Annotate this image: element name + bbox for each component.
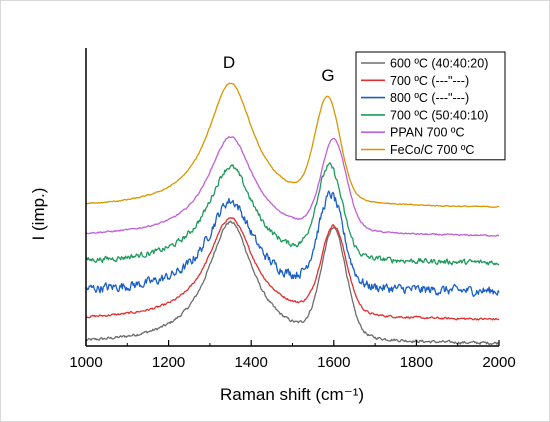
x-tick-label: 1200 — [152, 354, 185, 371]
axes-layer: 1000 1200 1400 1600 1800 2000 — [69, 48, 516, 371]
x-tick-label: 2000 — [482, 354, 515, 371]
series-line-1 — [85, 217, 500, 321]
x-tick-label: 1800 — [400, 354, 433, 371]
legend: 600 ºC (40:40:20) 700 ºC (---"---) 800 ºC … — [355, 51, 506, 161]
x-tick-label: 1400 — [235, 354, 268, 371]
d-band-label: D — [223, 53, 235, 72]
y-axis-label: I (imp.) — [29, 188, 48, 241]
x-axis-label: Raman shift (cm⁻¹) — [220, 385, 364, 404]
legend-label: FeCo/C 700 ºC — [390, 143, 474, 157]
legend-label: PPAN 700 ºC — [390, 126, 465, 140]
series-layer — [85, 82, 500, 346]
series-line-3 — [85, 162, 500, 266]
series-line-4 — [85, 135, 500, 237]
series-line-0 — [85, 220, 500, 346]
series-line-2 — [85, 190, 500, 297]
x-tick-label: 1000 — [69, 354, 102, 371]
legend-label: 600 ºC (40:40:20) — [390, 57, 488, 71]
legend-box — [355, 51, 506, 161]
legend-label: 700 ºC (---"---) — [390, 74, 469, 88]
x-tick-label: 1600 — [317, 354, 350, 371]
legend-label: 700 ºC (50:40:10) — [390, 108, 488, 122]
g-band-label: G — [321, 66, 334, 85]
legend-label: 800 ºC (---"---) — [390, 91, 469, 105]
series-line-5 — [85, 82, 500, 208]
